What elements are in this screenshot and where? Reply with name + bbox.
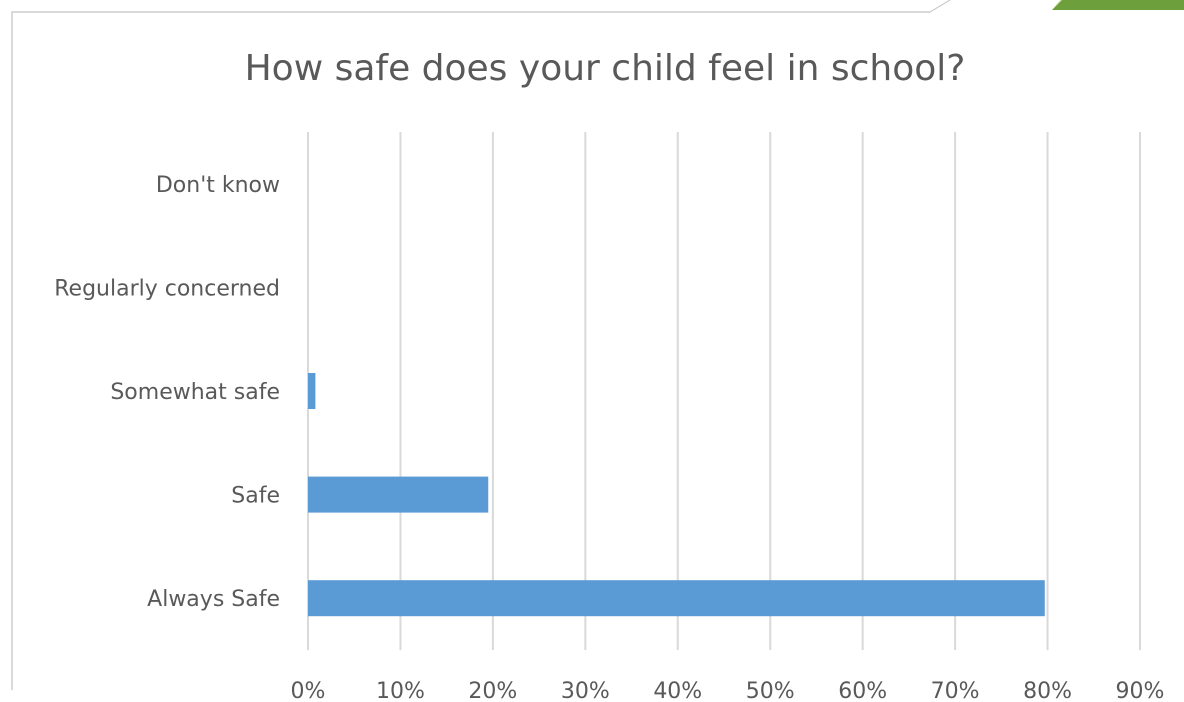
x-tick-label: 90%: [1116, 679, 1165, 702]
x-tick-label: 80%: [1023, 679, 1072, 702]
corner-divider: [930, 0, 950, 12]
category-label: Always Safe: [147, 587, 280, 612]
x-tick-label: 50%: [746, 679, 795, 702]
x-tick-label: 70%: [931, 679, 980, 702]
chart-title: How safe does your child feel in school?: [245, 48, 966, 89]
category-labels: Don't know Regularly concerned Somewhat sa…: [54, 173, 280, 612]
category-label: Regularly concerned: [54, 276, 280, 301]
grid-layer: [308, 132, 1140, 650]
x-tick-label: 30%: [561, 679, 610, 702]
bar: [308, 580, 1045, 616]
category-label: Somewhat safe: [110, 380, 280, 405]
bar-layer: [308, 373, 1045, 616]
tick-labels: 0% 10% 20% 30% 40% 50% 60% 70% 80% 90%: [291, 679, 1165, 702]
corner-decoration-dark: [1052, 0, 1184, 10]
category-label: Don't know: [156, 173, 280, 198]
x-tick-label: 20%: [468, 679, 517, 702]
bar: [308, 477, 488, 513]
x-tick-label: 40%: [653, 679, 702, 702]
x-tick-label: 0%: [291, 679, 326, 702]
x-tick-label: 60%: [838, 679, 887, 702]
category-label: Safe: [231, 484, 280, 509]
x-tick-label: 10%: [376, 679, 425, 702]
bar: [308, 373, 315, 409]
